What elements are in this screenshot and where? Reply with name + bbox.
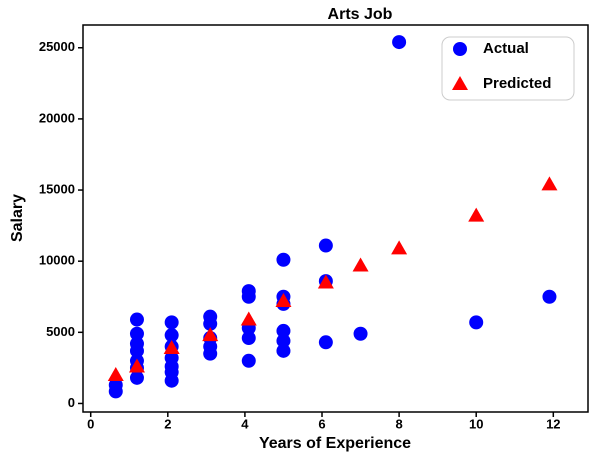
legend-box <box>441 36 575 101</box>
x-tick-label: 2 <box>164 416 171 431</box>
point <box>129 370 144 385</box>
y-tick-label: 25000 <box>39 39 75 54</box>
point <box>468 207 485 222</box>
x-tick-label: 10 <box>469 416 483 431</box>
point <box>391 240 408 255</box>
legend-label: Actual <box>483 40 529 57</box>
point <box>241 331 256 346</box>
point <box>164 373 179 388</box>
point <box>318 238 333 253</box>
point <box>317 274 334 289</box>
x-axis-label: Years of Experience <box>259 435 411 452</box>
point <box>164 328 179 343</box>
point <box>276 333 291 348</box>
point <box>202 327 219 342</box>
y-tick-label: 15000 <box>39 181 75 196</box>
legend <box>441 36 575 101</box>
point <box>542 289 557 304</box>
point <box>129 312 144 327</box>
point <box>241 289 256 304</box>
y-tick-label: 20000 <box>39 110 75 125</box>
point <box>129 343 144 358</box>
point <box>203 346 218 361</box>
point <box>128 358 145 373</box>
point <box>318 335 333 350</box>
y-axis-label: Salary <box>9 194 26 242</box>
point <box>469 315 484 330</box>
point <box>276 323 291 338</box>
point <box>353 326 368 341</box>
point <box>352 257 369 272</box>
point <box>241 353 256 368</box>
x-tick-label: 0 <box>87 416 94 431</box>
point <box>276 252 291 267</box>
legend-label: Predicted <box>483 75 551 92</box>
point <box>129 326 144 341</box>
legend-marker <box>452 76 468 90</box>
point <box>107 367 124 382</box>
point <box>392 35 407 50</box>
point <box>164 315 179 330</box>
y-tick-label: 0 <box>68 395 75 410</box>
point <box>275 293 292 308</box>
x-tick-label: 12 <box>546 416 560 431</box>
legend-marker <box>453 42 467 56</box>
x-tick-label: 8 <box>395 416 402 431</box>
x-tick-label: 4 <box>241 416 249 431</box>
y-tick-label: 5000 <box>46 324 75 339</box>
point <box>276 343 291 358</box>
point <box>203 316 218 331</box>
point <box>108 384 123 399</box>
point <box>541 176 558 191</box>
chart-title: Arts Job <box>328 6 393 23</box>
x-tick-label: 6 <box>318 416 325 431</box>
point <box>163 339 180 354</box>
point <box>240 311 257 326</box>
y-tick-label: 10000 <box>39 253 75 268</box>
plot-frame <box>82 24 589 413</box>
